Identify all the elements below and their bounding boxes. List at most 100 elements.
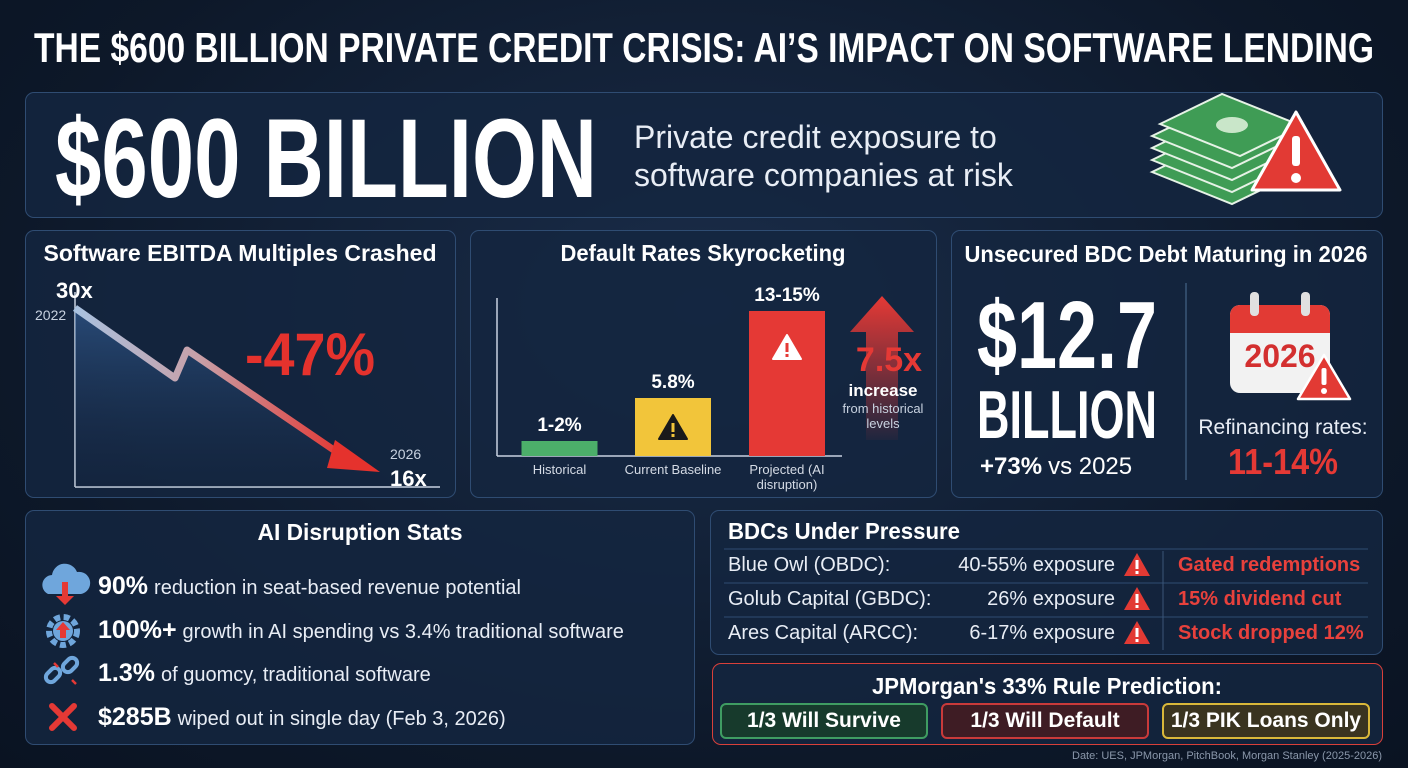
source-note: Date: UES, JPMorgan, PitchBook, Morgan S… bbox=[1072, 750, 1382, 762]
bdc-exposure: 26% exposure bbox=[987, 588, 1115, 610]
decoration bbox=[46, 614, 80, 648]
calendar-icon: 2026 bbox=[1230, 292, 1352, 401]
bdc-impact: 15% dividend cut bbox=[1178, 588, 1342, 610]
decoration bbox=[1135, 560, 1139, 569]
bdc-name: Blue Owl (OBDC): bbox=[728, 554, 891, 576]
callout-figure: 7.5x bbox=[856, 341, 922, 379]
bar bbox=[749, 311, 825, 456]
bar-value-label: 1-2% bbox=[537, 415, 581, 436]
end-value: 16x bbox=[390, 466, 427, 491]
debt-unit: BILLION bbox=[977, 377, 1157, 453]
decoration bbox=[42, 563, 91, 594]
bdc-exposure: 6-17% exposure bbox=[969, 622, 1115, 644]
trend-area bbox=[75, 308, 360, 487]
warning-mark bbox=[671, 423, 675, 432]
decoration bbox=[1230, 305, 1330, 333]
decoration bbox=[1135, 594, 1139, 603]
panel-title: Unsecured BDC Debt Maturing in 2026 bbox=[965, 241, 1368, 267]
money-icon bbox=[1149, 92, 1342, 206]
gear-icon bbox=[46, 614, 80, 648]
debt-figure: $12.7 bbox=[977, 282, 1157, 389]
change-figure: -47% bbox=[245, 321, 375, 388]
decoration bbox=[60, 655, 80, 675]
stat-figure: 100%+ bbox=[98, 616, 177, 644]
bar bbox=[521, 441, 598, 456]
decoration bbox=[56, 622, 70, 638]
bars: 1-2% 5.8% 13-15% bbox=[521, 285, 825, 456]
warning-mark bbox=[785, 343, 789, 352]
decoration bbox=[1250, 292, 1259, 316]
decoration bbox=[56, 582, 74, 605]
stat-figure: $285B bbox=[98, 703, 172, 731]
stat-text: of guomcy, traditional software bbox=[160, 664, 431, 686]
debt-change: +73% bbox=[980, 453, 1042, 480]
bar-value-label: 5.8% bbox=[651, 372, 694, 393]
warning-mark bbox=[671, 434, 675, 437]
stat-text: wiped out in single day (Feb 3, 2026) bbox=[177, 708, 506, 730]
decoration bbox=[1292, 136, 1300, 166]
start-year: 2022 bbox=[35, 307, 66, 323]
warning-mark bbox=[785, 354, 789, 357]
end-year: 2026 bbox=[390, 446, 421, 462]
trend-arrowhead bbox=[327, 440, 380, 472]
bdc-impact: Gated redemptions bbox=[1178, 554, 1361, 576]
stat-figure: 90% bbox=[98, 572, 149, 600]
stat-row: $285B wiped out in single day (Feb 3, 202… bbox=[98, 703, 506, 732]
panel-title: Default Rates Skyrocketing bbox=[561, 240, 846, 266]
refi-label: Refinancing rates: bbox=[1198, 416, 1367, 439]
category-label: Projected (AI disruption) bbox=[749, 462, 825, 492]
hero-figure: $600 BILLION bbox=[55, 96, 597, 221]
decoration bbox=[1135, 605, 1139, 608]
warning-marks bbox=[1135, 560, 1139, 642]
debt-change-note: vs 2025 bbox=[1048, 453, 1132, 480]
bdc-impact: Stock dropped 12% bbox=[1178, 622, 1364, 644]
panel-title: JPMorgan's 33% Rule Prediction: bbox=[872, 673, 1222, 699]
page-title: THE $600 BILLION PRIVATE CREDIT CRISIS: … bbox=[34, 24, 1374, 71]
category-label: Historical bbox=[532, 462, 587, 477]
decoration bbox=[1321, 368, 1327, 385]
bdc-name: Ares Capital (ARCC): bbox=[728, 622, 919, 644]
stat-figure: 1.3% bbox=[98, 659, 155, 687]
hero-panel bbox=[25, 92, 1383, 218]
decoration bbox=[1321, 388, 1327, 394]
decoration bbox=[1135, 628, 1139, 637]
panel-title: BDCs Under Pressure bbox=[728, 518, 960, 544]
start-value: 30x bbox=[56, 278, 93, 303]
callout-note: from historical levels bbox=[842, 401, 924, 431]
category-label: Current Baseline bbox=[624, 462, 722, 477]
decoration bbox=[43, 665, 63, 685]
callout-word: increase bbox=[849, 381, 918, 400]
decoration bbox=[1216, 117, 1248, 133]
broken-link-icon bbox=[43, 655, 80, 685]
stat-text: reduction in seat-based revenue potentia… bbox=[154, 577, 521, 599]
decoration bbox=[1291, 173, 1301, 183]
bar-value-label: 13-15% bbox=[754, 285, 820, 306]
outcome-default: 1/3 Will Default bbox=[941, 703, 1149, 739]
stat-row: 100%+ growth in AI spending vs 3.4% tradi… bbox=[98, 616, 624, 645]
x-icon bbox=[49, 703, 77, 731]
panel-title: Software EBITDA Multiples Crashed bbox=[44, 240, 437, 266]
stat-row: 1.3% of guomcy, traditional software bbox=[98, 659, 431, 688]
stat-row: 90% reduction in seat-based revenue poten… bbox=[98, 572, 521, 601]
decoration bbox=[1301, 292, 1310, 316]
bdc-name: Golub Capital (GBDC): bbox=[728, 588, 932, 610]
decoration bbox=[1135, 639, 1139, 642]
outcome-survive: 1/3 Will Survive bbox=[720, 703, 928, 739]
trend-line bbox=[72, 305, 352, 464]
refi-value: 11-14% bbox=[1228, 441, 1338, 482]
bdc-exposure: 40-55% exposure bbox=[958, 554, 1115, 576]
hero-text: Private credit exposure to software comp… bbox=[634, 119, 1013, 193]
cloud-icon bbox=[42, 563, 91, 605]
stat-text: growth in AI spending vs 3.4% traditiona… bbox=[182, 621, 624, 643]
outcome-pik: 1/3 PIK Loans Only bbox=[1162, 703, 1370, 739]
ai-stats-panel bbox=[25, 510, 695, 745]
decoration bbox=[1135, 571, 1139, 574]
panel-title: AI Disruption Stats bbox=[258, 519, 463, 545]
decoration bbox=[49, 703, 77, 731]
calendar-year: 2026 bbox=[1244, 338, 1315, 374]
decoration bbox=[53, 662, 59, 668]
increase-arrow bbox=[850, 296, 914, 440]
decoration bbox=[71, 679, 77, 685]
